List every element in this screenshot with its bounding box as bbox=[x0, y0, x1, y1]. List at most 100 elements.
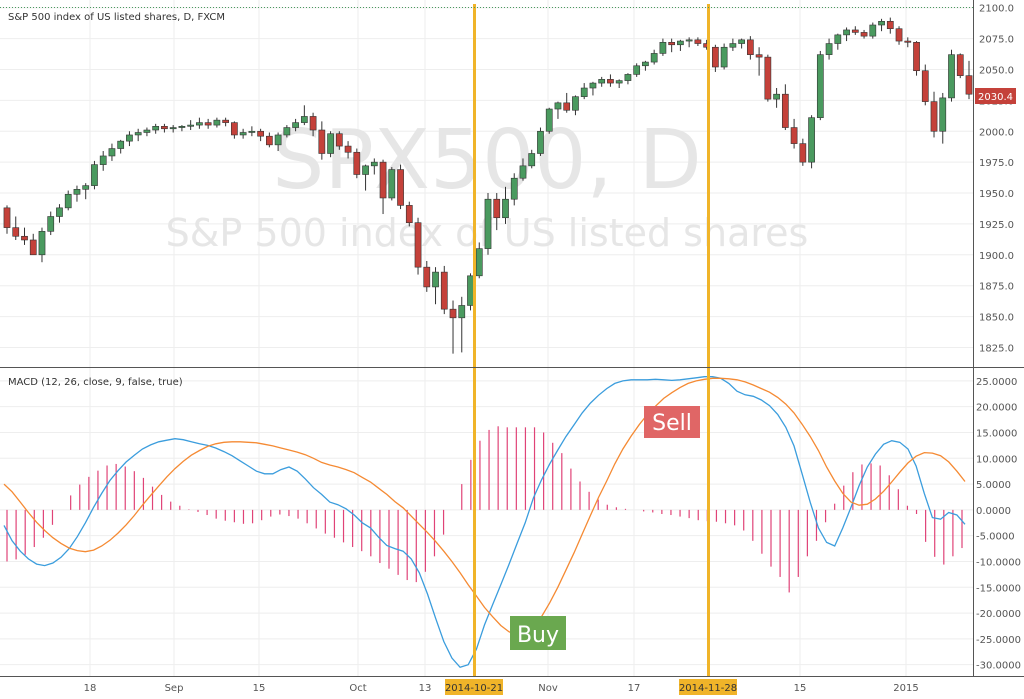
candle-body[interactable] bbox=[659, 42, 667, 54]
candle-body[interactable] bbox=[178, 126, 186, 128]
candle-body[interactable] bbox=[126, 134, 133, 142]
candle-body[interactable] bbox=[537, 130, 544, 154]
candle-body[interactable] bbox=[834, 34, 842, 44]
candle-body[interactable] bbox=[379, 161, 387, 199]
candle-body[interactable] bbox=[248, 130, 256, 133]
candle-body[interactable] bbox=[397, 169, 404, 206]
candle-body[interactable] bbox=[580, 87, 588, 97]
candle-body[interactable] bbox=[650, 53, 658, 63]
candle-body[interactable] bbox=[117, 140, 125, 149]
candle-body[interactable] bbox=[642, 61, 649, 67]
candle-body[interactable] bbox=[607, 79, 614, 84]
candle-body[interactable] bbox=[143, 129, 151, 133]
candle-body[interactable] bbox=[851, 29, 859, 33]
candle-body[interactable] bbox=[362, 165, 369, 175]
candle-body[interactable] bbox=[213, 119, 221, 126]
candle-body[interactable] bbox=[353, 151, 361, 175]
candle-body[interactable] bbox=[685, 39, 693, 42]
candle-body[interactable] bbox=[475, 248, 483, 277]
candle-body[interactable] bbox=[545, 108, 553, 132]
candle-body[interactable] bbox=[781, 93, 789, 128]
candle-body[interactable] bbox=[204, 122, 212, 126]
candle-body[interactable] bbox=[91, 164, 98, 186]
candle-body[interactable] bbox=[440, 271, 448, 310]
candle-body[interactable] bbox=[292, 122, 299, 128]
candle-body[interactable] bbox=[939, 97, 947, 132]
candle-body[interactable] bbox=[318, 129, 326, 154]
candle-body[interactable] bbox=[12, 227, 20, 237]
candle-body[interactable] bbox=[99, 155, 107, 165]
candle-body[interactable] bbox=[493, 198, 501, 219]
candle-body[interactable] bbox=[239, 132, 247, 136]
candle-body[interactable] bbox=[370, 161, 378, 167]
candle-body[interactable] bbox=[913, 42, 920, 72]
candle-body[interactable] bbox=[38, 231, 46, 256]
candle-body[interactable] bbox=[458, 305, 466, 319]
candle-body[interactable] bbox=[615, 80, 623, 84]
candle-body[interactable] bbox=[257, 130, 264, 137]
candle-body[interactable] bbox=[624, 74, 632, 81]
candle-body[interactable] bbox=[82, 185, 90, 190]
candle-body[interactable] bbox=[169, 127, 177, 130]
candle-body[interactable] bbox=[327, 133, 334, 154]
candle-body[interactable] bbox=[222, 119, 229, 123]
candle-body[interactable] bbox=[843, 29, 850, 36]
candle-body[interactable] bbox=[64, 193, 72, 209]
candle-body[interactable] bbox=[904, 40, 912, 43]
candle-body[interactable] bbox=[528, 153, 536, 167]
candle-body[interactable] bbox=[510, 177, 518, 200]
candle-body[interactable] bbox=[930, 101, 938, 132]
candle-body[interactable] bbox=[720, 46, 728, 68]
candle-body[interactable] bbox=[283, 127, 291, 136]
candle-body[interactable] bbox=[134, 132, 142, 136]
candle-body[interactable] bbox=[589, 82, 597, 89]
candle-body[interactable] bbox=[449, 308, 457, 319]
candle-body[interactable] bbox=[825, 43, 833, 55]
candle-body[interactable] bbox=[956, 54, 964, 76]
candle-body[interactable] bbox=[423, 266, 431, 288]
candle-body[interactable] bbox=[266, 135, 273, 146]
candle-body[interactable] bbox=[869, 24, 877, 37]
candle-body[interactable] bbox=[432, 271, 439, 288]
candle-body[interactable] bbox=[816, 54, 824, 118]
candle-body[interactable] bbox=[895, 28, 903, 42]
candle-body[interactable] bbox=[921, 70, 929, 102]
candle-body[interactable] bbox=[790, 127, 798, 144]
candle-body[interactable] bbox=[965, 75, 973, 95]
candle-body[interactable] bbox=[799, 143, 807, 163]
candle-body[interactable] bbox=[677, 40, 684, 46]
candle-body[interactable] bbox=[335, 133, 343, 147]
macd-line[interactable] bbox=[3, 376, 966, 669]
candle-body[interactable] bbox=[572, 96, 579, 111]
candle-body[interactable] bbox=[484, 198, 492, 249]
candle-body[interactable] bbox=[563, 102, 571, 111]
candle-body[interactable] bbox=[3, 207, 11, 228]
candle-body[interactable] bbox=[56, 207, 63, 217]
candle-body[interactable] bbox=[878, 20, 885, 26]
candle-body[interactable] bbox=[860, 32, 868, 37]
macd-layer[interactable] bbox=[3, 376, 966, 669]
candle-body[interactable] bbox=[231, 122, 238, 136]
candle-body[interactable] bbox=[467, 275, 474, 306]
candle-body[interactable] bbox=[729, 43, 737, 48]
candle-body[interactable] bbox=[388, 169, 396, 199]
candle-body[interactable] bbox=[554, 102, 562, 110]
candle-body[interactable] bbox=[764, 56, 772, 100]
candle-body[interactable] bbox=[598, 79, 606, 84]
candle-body[interactable] bbox=[187, 124, 195, 127]
candle-body[interactable] bbox=[161, 126, 168, 130]
candle-body[interactable] bbox=[344, 145, 352, 153]
candle-body[interactable] bbox=[668, 42, 676, 46]
candle-body[interactable] bbox=[808, 117, 815, 163]
candle-body[interactable] bbox=[21, 235, 28, 241]
candle-body[interactable] bbox=[152, 126, 160, 131]
candle-body[interactable] bbox=[309, 116, 317, 131]
candle-body[interactable] bbox=[47, 216, 55, 232]
candle-body[interactable] bbox=[738, 39, 745, 44]
candle-body[interactable] bbox=[712, 46, 719, 68]
candle-body[interactable] bbox=[633, 65, 641, 75]
candle-body[interactable] bbox=[948, 54, 955, 99]
macd-signal-line[interactable] bbox=[3, 377, 966, 636]
candle-body[interactable] bbox=[886, 20, 894, 30]
candle-body[interactable] bbox=[414, 222, 422, 268]
